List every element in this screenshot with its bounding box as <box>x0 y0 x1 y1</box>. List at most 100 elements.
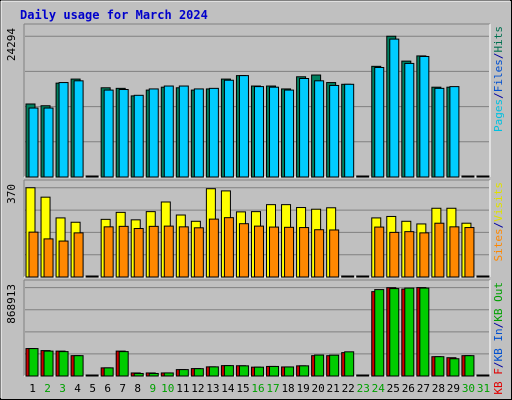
legend-part-kbytes-0: KB F <box>492 368 505 395</box>
bar-kbytes-kb-out-17 <box>269 365 280 377</box>
bar-visits-sites-sites-4 <box>73 232 84 278</box>
bar-kbytes-kb-out-22 <box>344 351 355 377</box>
bar-hits-files-pages-files-22 <box>344 83 355 178</box>
x-tick-label-16: 16 <box>251 382 264 395</box>
bar-hits-files-pages-files-8 <box>133 94 144 178</box>
x-tick-label-21: 21 <box>327 382 340 395</box>
legend-part-visits-sites-1: / <box>492 222 505 229</box>
legend-part-kbytes-2: KB In <box>492 328 505 361</box>
x-tick-label-15: 15 <box>236 382 249 395</box>
bar-kbytes-kb-out-30 <box>464 355 475 377</box>
bar-kbytes-kb-out-4 <box>73 355 84 377</box>
bar-hits-files-pages-files-10 <box>163 85 174 178</box>
bar-kbytes-kb-out-27 <box>419 287 430 377</box>
bar-hits-files-pages-files-7 <box>118 89 129 178</box>
bar-visits-sites-sites-20 <box>314 229 325 278</box>
bar-kbytes-kb-out-14 <box>223 365 234 377</box>
bar-visits-sites-sites-13 <box>208 218 219 278</box>
x-tick-label-13: 13 <box>206 382 219 395</box>
x-tick-label-5: 5 <box>89 382 96 395</box>
bar-kbytes-kb-out-8 <box>133 372 144 377</box>
x-tick-label-6: 6 <box>104 382 111 395</box>
bar-visits-sites-sites-1 <box>28 231 39 278</box>
bar-kbytes-kb-out-21 <box>329 354 340 377</box>
bar-hits-files-pages-files-24 <box>374 66 385 178</box>
x-tick-label-9: 9 <box>149 382 156 395</box>
right-legend-visits-sites: Sites/Visits <box>492 182 505 262</box>
x-tick-label-17: 17 <box>266 382 279 395</box>
bar-kbytes-kb-out-1 <box>28 348 39 377</box>
bar-visits-sites-sites-31 <box>479 275 490 278</box>
bar-visits-sites-sites-26 <box>404 231 415 278</box>
bar-hits-files-pages-files-30 <box>464 175 475 178</box>
bar-kbytes-kb-out-13 <box>208 366 219 377</box>
bar-kbytes-kb-out-29 <box>449 358 460 377</box>
bar-visits-sites-sites-12 <box>193 227 204 278</box>
bar-hits-files-pages-files-20 <box>314 80 325 178</box>
legend-part-hits-files-pages-3: / <box>492 53 505 60</box>
bar-hits-files-pages-files-21 <box>329 84 340 178</box>
bar-kbytes-kb-out-9 <box>148 372 159 377</box>
bar-kbytes-kb-out-16 <box>253 366 264 377</box>
legend-part-hits-files-pages-1: / <box>492 92 505 99</box>
bar-kbytes-kb-out-19 <box>299 365 310 377</box>
bar-kbytes-kb-out-31 <box>479 374 490 377</box>
bar-visits-sites-sites-7 <box>118 225 129 278</box>
x-tick-label-1: 1 <box>29 382 36 395</box>
legend-part-kbytes-4: KB Out <box>492 282 505 322</box>
bar-hits-files-pages-files-11 <box>178 85 189 178</box>
x-tick-label-23: 23 <box>357 382 370 395</box>
bar-hits-files-pages-files-18 <box>284 89 295 178</box>
bar-hits-files-pages-files-4 <box>73 80 84 178</box>
bar-hits-files-pages-files-6 <box>103 89 114 178</box>
x-tick-label-4: 4 <box>74 382 81 395</box>
bar-kbytes-kb-out-25 <box>389 288 400 377</box>
bar-visits-sites-sites-28 <box>434 222 445 278</box>
bar-hits-files-pages-files-15 <box>238 75 249 178</box>
bar-visits-sites-sites-11 <box>178 226 189 278</box>
bar-visits-sites-sites-15 <box>238 223 249 278</box>
x-tick-label-29: 29 <box>447 382 460 395</box>
bar-hits-files-pages-files-16 <box>253 86 264 178</box>
bar-visits-sites-sites-8 <box>133 228 144 278</box>
chart-title: Daily usage for March 2024 <box>20 8 208 22</box>
bar-kbytes-kb-out-28 <box>434 356 445 377</box>
bar-visits-sites-sites-3 <box>58 240 69 278</box>
legend-part-hits-files-pages-4: Hits <box>492 26 505 53</box>
legend-part-kbytes-3: / <box>492 322 505 329</box>
legend-part-visits-sites-0: Sites <box>492 228 505 261</box>
bar-kbytes-kb-out-6 <box>103 367 114 377</box>
x-tick-label-2: 2 <box>44 382 51 395</box>
bar-visits-sites-sites-21 <box>329 229 340 278</box>
x-tick-label-31: 31 <box>477 382 490 395</box>
bar-kbytes-kb-out-20 <box>314 354 325 377</box>
bar-hits-files-pages-files-2 <box>43 107 54 178</box>
bar-hits-files-pages-files-14 <box>223 79 234 178</box>
bar-kbytes-kb-out-26 <box>404 287 415 377</box>
bar-kbytes-kb-out-7 <box>118 351 129 377</box>
bar-kbytes-kb-out-15 <box>238 365 249 377</box>
x-tick-label-19: 19 <box>296 382 309 395</box>
bar-hits-files-pages-files-3 <box>58 82 69 178</box>
x-tick-label-10: 10 <box>161 382 174 395</box>
bar-visits-sites-sites-23 <box>359 275 370 278</box>
right-legend-kbytes: KB F/KB In/KB Out <box>492 282 505 395</box>
bar-kbytes-kb-out-12 <box>193 368 204 377</box>
x-tick-label-30: 30 <box>462 382 475 395</box>
bar-visits-sites-sites-29 <box>449 226 460 278</box>
bar-visits-sites-sites-22 <box>344 275 355 278</box>
x-tick-label-24: 24 <box>372 382 386 395</box>
bar-visits-sites-sites-25 <box>389 231 400 278</box>
x-tick-label-12: 12 <box>191 382 204 395</box>
x-tick-label-28: 28 <box>432 382 445 395</box>
bar-visits-sites-sites-16 <box>253 225 264 278</box>
bar-hits-files-pages-files-28 <box>434 87 445 178</box>
bar-hits-files-pages-files-1 <box>28 107 39 178</box>
bar-visits-sites-sites-5 <box>88 275 99 278</box>
x-tick-label-27: 27 <box>417 382 430 395</box>
bar-hits-files-pages-files-31 <box>479 175 490 178</box>
x-tick-label-11: 11 <box>176 382 189 395</box>
legend-part-kbytes-1: / <box>492 362 505 369</box>
